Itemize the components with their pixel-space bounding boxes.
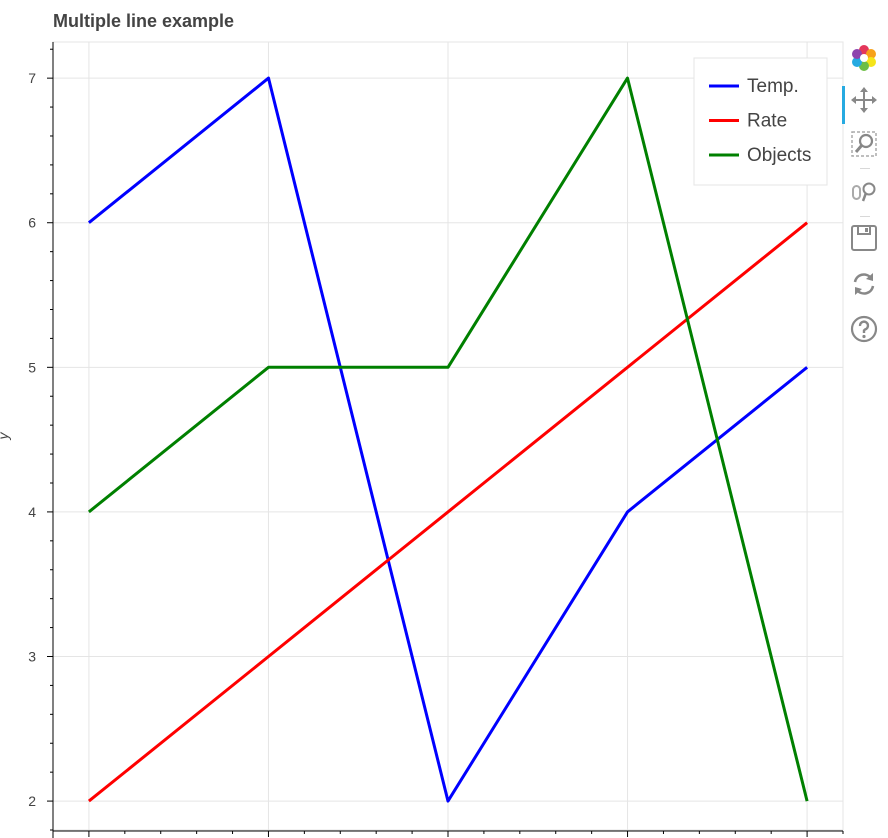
wheel-zoom-tool[interactable] <box>846 174 882 210</box>
y-tick-label: 5 <box>28 359 36 375</box>
pan-tool[interactable] <box>842 82 882 124</box>
toolbar-separator <box>860 168 870 169</box>
chart-title: Multiple line example <box>53 11 235 31</box>
y-tick-label: 7 <box>28 70 36 86</box>
pan-icon <box>850 86 878 114</box>
help-icon <box>849 314 879 344</box>
series-lines <box>87 76 809 803</box>
bokeh-logo-icon[interactable] <box>846 40 882 76</box>
y-tick-label: 2 <box>28 793 36 809</box>
legend-label: Temp. <box>747 76 799 97</box>
wheel-zoom-icon <box>849 177 879 207</box>
series-line-temp <box>87 76 809 803</box>
toolbar-separator <box>860 216 870 217</box>
reset-tool[interactable] <box>846 266 882 302</box>
axes: 2 3 4 5 6 7 y <box>0 42 844 838</box>
reset-icon <box>850 270 878 298</box>
y-tick-label: 3 <box>28 648 36 664</box>
series-line-objects <box>87 76 809 802</box>
save-tool[interactable] <box>846 220 882 256</box>
y-tick-label: 4 <box>28 504 36 520</box>
active-tool-indicator <box>842 86 845 124</box>
save-icon <box>849 223 879 253</box>
help-tool[interactable] <box>846 311 882 347</box>
legend-label: Rate <box>747 111 787 132</box>
legend-label: Objects <box>747 145 811 166</box>
box-zoom-tool[interactable] <box>846 126 882 162</box>
y-tick-label: 6 <box>28 215 36 231</box>
y-axis-label: y <box>0 432 11 441</box>
box-zoom-icon <box>849 129 879 159</box>
legend: Temp. Rate Objects <box>693 57 828 186</box>
